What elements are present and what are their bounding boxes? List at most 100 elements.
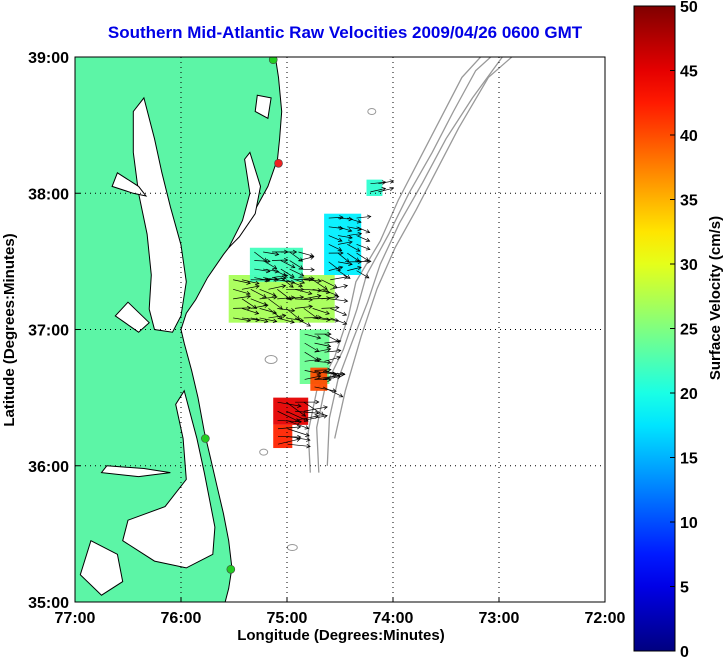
velocity-arrow-head	[283, 273, 289, 279]
x-tick-label: 76:00	[161, 610, 202, 627]
velocity-arrow-head	[292, 249, 298, 255]
y-tick-label: 35:00	[28, 595, 69, 612]
velocity-arrow-head	[356, 219, 362, 224]
x-tick-label: 73:00	[479, 610, 520, 627]
velocity-arrow-head	[264, 303, 269, 308]
velocity-patch	[324, 213, 362, 275]
velocity-arrow-head	[319, 411, 325, 416]
velocity-arrow-head	[297, 419, 303, 424]
velocity-arrow-head	[316, 374, 322, 379]
velocity-arrow-head	[348, 240, 353, 245]
velocity-arrow	[303, 308, 319, 319]
bathymetry-contour	[334, 57, 513, 439]
station-marker	[226, 564, 236, 574]
velocity-arrow	[303, 401, 324, 416]
velocity-arrow-head	[299, 318, 305, 323]
velocity-arrow-head	[334, 294, 340, 300]
velocity-arrow	[370, 188, 386, 193]
velocity-arrow	[314, 371, 337, 375]
velocity-arrow-head	[357, 265, 362, 271]
velocity-arrow-head	[317, 357, 322, 362]
velocity-arrow	[321, 288, 338, 296]
velocity-arrow-head	[304, 425, 310, 430]
velocity-arrow-head	[306, 322, 312, 327]
velocity-arrow-head	[274, 251, 280, 257]
velocity-arrow	[304, 370, 321, 375]
bathymetry-contour	[264, 354, 278, 364]
velocity-arrow-head	[290, 295, 296, 300]
velocity-arrow	[314, 369, 331, 371]
velocity-arrow	[277, 438, 301, 445]
velocity-arrow-head	[283, 257, 289, 263]
velocity-arrow-head	[365, 237, 371, 242]
velocity-arrow-head	[255, 284, 260, 289]
y-axis-label: Latitude (Degrees:Minutes)	[1, 233, 18, 426]
station-marker	[274, 158, 283, 168]
velocity-arrow	[233, 317, 251, 322]
velocity-arrow	[304, 333, 321, 339]
velocity-arrow	[254, 260, 271, 262]
velocity-arrow-head	[254, 310, 260, 315]
velocity-arrow	[328, 261, 341, 271]
velocity-arrow-head	[272, 318, 278, 323]
velocity-arrow-head	[255, 317, 260, 322]
velocity-arrow-head	[336, 355, 342, 361]
velocity-arrow-head	[306, 437, 311, 442]
colorbar-tick-label: 35	[680, 193, 698, 210]
colorbar-tick-label: 0	[680, 644, 689, 659]
velocity-arrow-head	[339, 250, 344, 256]
chart-title: Southern Mid-Atlantic Raw Velocities 200…	[108, 23, 583, 42]
velocity-arrow	[271, 259, 288, 261]
velocity-arrow-head	[272, 265, 278, 270]
velocity-arrow	[312, 279, 328, 290]
velocity-arrow-head	[316, 335, 322, 340]
velocity-arrow-head	[335, 305, 340, 310]
velocity-arrow	[321, 296, 339, 300]
velocity-arrow	[294, 317, 311, 327]
velocity-arrow	[254, 277, 270, 282]
velocity-arrow-head	[246, 318, 252, 323]
velocity-arrow-head	[381, 187, 387, 192]
velocity-arrow	[277, 410, 300, 422]
velocity-arrow-head	[309, 255, 315, 260]
velocity-arrow	[241, 279, 260, 284]
velocity-arrow	[289, 251, 303, 262]
velocity-arrow	[233, 295, 251, 300]
colorbar-tick-label: 20	[680, 386, 698, 403]
velocity-arrow	[298, 268, 315, 271]
velocity-arrow	[324, 376, 341, 380]
velocity-arrow-head	[348, 261, 353, 266]
velocity-arrow	[241, 317, 260, 321]
velocity-arrow	[254, 251, 267, 262]
grid-lines	[75, 57, 605, 602]
velocity-arrow	[314, 375, 337, 380]
velocity-arrow-head	[271, 292, 277, 297]
velocity-arrow	[277, 297, 295, 300]
velocity-arrow	[328, 216, 344, 219]
station-marker	[268, 57, 278, 65]
velocity-arrow	[289, 268, 304, 277]
velocity-arrow	[314, 348, 331, 353]
velocity-arrow	[298, 251, 314, 257]
velocity-arrow-head	[347, 227, 353, 233]
inland-water	[111, 172, 148, 197]
velocity-arrow	[321, 307, 339, 309]
velocity-arrow-head	[303, 417, 309, 422]
colorbar-tick-label: 15	[680, 451, 698, 468]
velocity-arrow	[356, 252, 369, 262]
velocity-arrow-head	[263, 318, 269, 324]
velocity-arrow	[304, 358, 321, 362]
velocity-arrow-head	[367, 259, 372, 264]
velocity-arrow	[330, 317, 347, 325]
velocity-arrow-head	[266, 258, 271, 264]
colorbar-tick-label: 10	[680, 515, 698, 532]
velocity-arrow	[262, 260, 277, 269]
velocity-arrow	[294, 298, 313, 301]
velocity-arrow-head	[326, 317, 331, 322]
colorbar-tick-label: 30	[680, 257, 698, 274]
velocity-arrow	[328, 226, 343, 229]
velocity-arrow	[347, 226, 362, 230]
velocity-arrow	[337, 241, 353, 245]
velocity-arrow	[314, 386, 337, 392]
